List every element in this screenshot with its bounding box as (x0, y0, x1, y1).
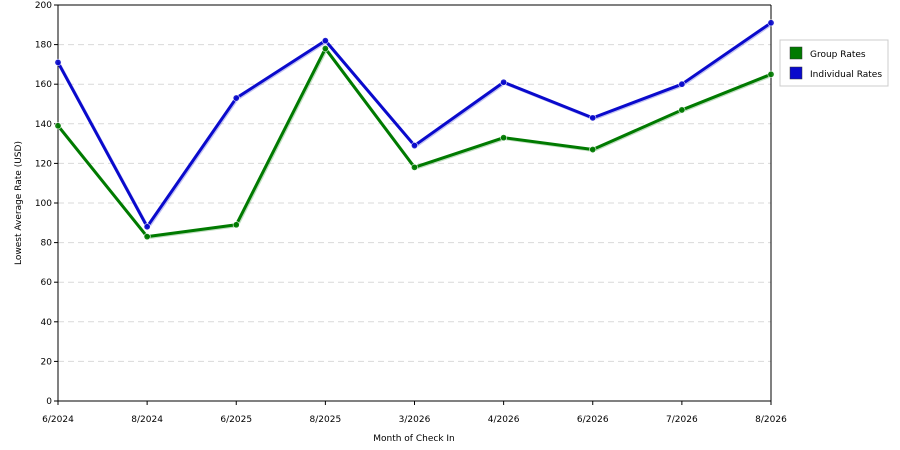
x-ticks: 6/2024 8/2024 6/2025 8/2025 3/2026 4/2026 6/20… (42, 401, 787, 425)
x-tick-label: 6/2024 (42, 415, 74, 425)
legend-label-individual-rates: Individual Rates (810, 70, 882, 80)
y-tick-label: 0 (46, 397, 52, 407)
data-point (54, 58, 62, 66)
y-tick-label: 180 (35, 41, 52, 51)
y-tick-label: 160 (35, 80, 52, 90)
x-tick-label: 4/2026 (488, 415, 520, 425)
x-tick-label: 3/2026 (399, 415, 431, 425)
data-point (321, 37, 329, 45)
legend: Group Rates Individual Rates (779, 39, 889, 87)
series-line-1 (56, 21, 772, 229)
legend-swatch-individual-rates (789, 66, 803, 80)
x-tick-label: 7/2026 (666, 415, 698, 425)
data-point (232, 221, 240, 229)
data-point (500, 134, 508, 142)
y-ticks: 0 20 40 60 80 100 120 140 160 180 200 (35, 1, 58, 407)
data-point (767, 19, 775, 27)
y-axis-title: Lowest Average Rate (USD) (14, 141, 24, 265)
y-tick-label: 120 (35, 159, 52, 169)
data-point (410, 142, 418, 150)
y-tick-label: 80 (41, 239, 53, 249)
y-tick-label: 40 (41, 318, 53, 328)
data-point (589, 114, 597, 122)
data-point (767, 70, 775, 78)
x-tick-label: 6/2025 (220, 415, 252, 425)
data-point (232, 94, 240, 102)
x-tick-label: 8/2025 (310, 415, 342, 425)
data-point (321, 45, 329, 53)
data-point (589, 146, 597, 154)
x-axis-title: Month of Check In (373, 434, 455, 444)
data-point (410, 163, 418, 171)
data-point (143, 223, 151, 231)
x-tick-label: 6/2026 (577, 415, 609, 425)
legend-swatch-group-rates (789, 46, 803, 60)
y-tick-label: 200 (35, 1, 52, 11)
data-point (54, 122, 62, 130)
data-point (500, 78, 508, 86)
y-tick-label: 60 (41, 278, 53, 288)
y-tick-label: 100 (35, 199, 52, 209)
x-tick-label: 8/2026 (755, 415, 787, 425)
legend-label-group-rates: Group Rates (810, 50, 866, 60)
y-tick-label: 20 (41, 357, 53, 367)
data-point (678, 80, 686, 88)
data-point (143, 233, 151, 241)
x-tick-label: 8/2024 (131, 415, 163, 425)
y-tick-label: 140 (35, 120, 52, 130)
series-lines (54, 19, 775, 241)
data-point (678, 106, 686, 114)
